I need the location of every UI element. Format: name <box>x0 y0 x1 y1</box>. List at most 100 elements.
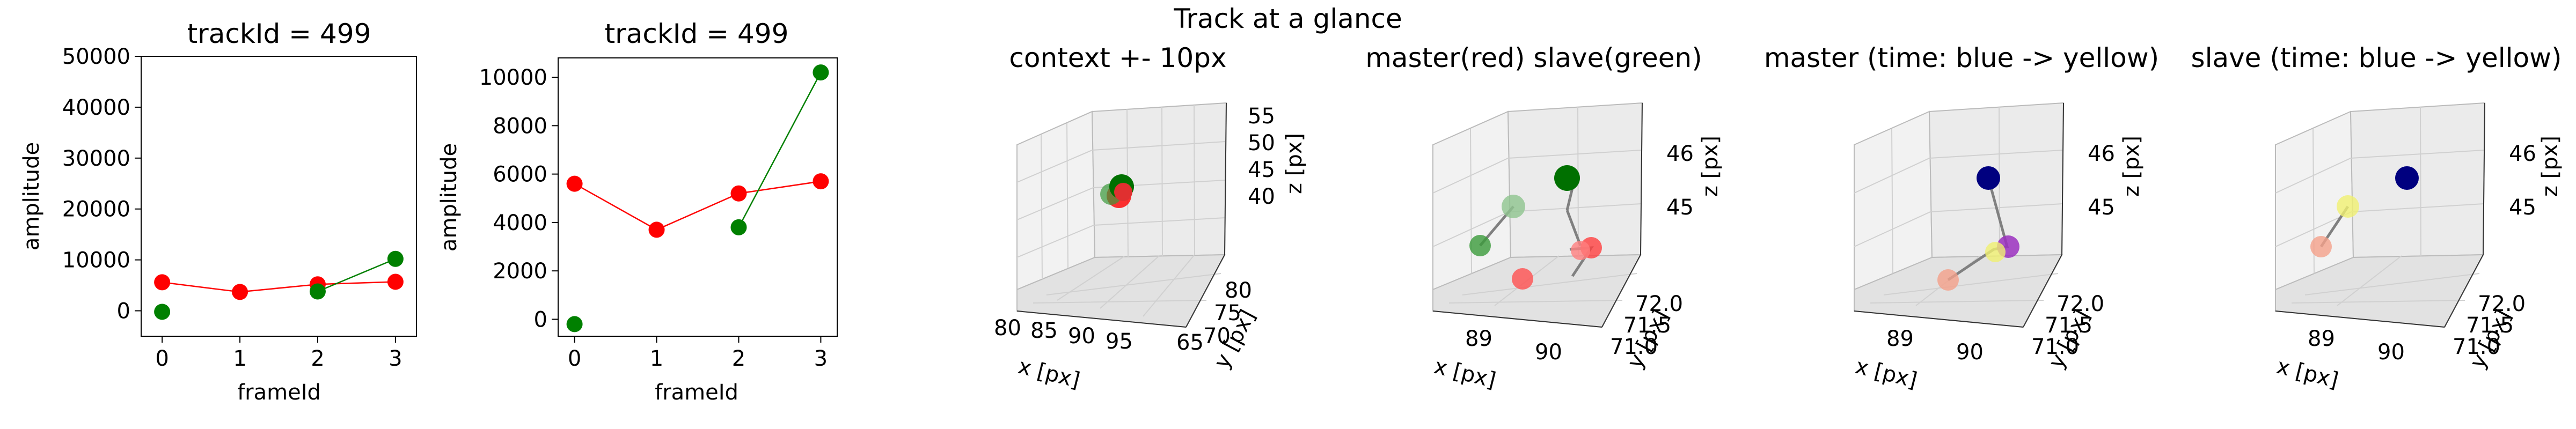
x-tick-label: 90 <box>2377 340 2405 365</box>
x-tick-label: 3 <box>389 346 402 371</box>
track-point <box>2395 166 2419 190</box>
x-tick-label: 0 <box>568 346 581 371</box>
chart-title: context +- 10px <box>1009 42 1226 73</box>
x-tick-label: 1 <box>650 346 663 371</box>
y-tick-label: 71.5 <box>2045 313 2092 338</box>
data-point <box>813 64 829 81</box>
track-point <box>1502 195 1525 218</box>
z-axis-label: z [px] <box>1698 136 1723 197</box>
x-axis-line <box>1432 310 1602 328</box>
x-axis-label: frameId <box>655 380 738 405</box>
y-axis-line <box>1601 254 1641 328</box>
y-tick-label: 0 <box>117 299 130 324</box>
y-tick-label: 10000 <box>62 248 130 273</box>
track-point <box>1554 165 1580 191</box>
z-tick-label: 45 <box>1248 158 1275 182</box>
master-slave-3d-chart: master(red) slave(green) 46 45 <box>1365 42 1723 393</box>
y-tick-label: 0 <box>534 307 547 332</box>
y-tick-label: 30000 <box>62 146 130 171</box>
z-tick-label: 45 <box>2088 195 2115 220</box>
chart-title: master(red) slave(green) <box>1365 42 1702 73</box>
x-tick-label: 89 <box>1886 327 1914 351</box>
z-axis-line <box>1224 102 1227 255</box>
plot-frame <box>558 57 838 337</box>
data-point <box>309 283 326 300</box>
x-tick-label: 2 <box>311 346 324 371</box>
plot-frame <box>141 56 417 337</box>
y-tick-label: 4000 <box>493 211 547 235</box>
x-tick-label: 89 <box>1465 327 1492 351</box>
z-tick-label: 40 <box>1248 184 1275 209</box>
y-tick-label: 71.5 <box>1623 313 1671 338</box>
series-line <box>574 180 821 231</box>
track-point <box>2310 236 2332 257</box>
z-tick-label: 46 <box>2509 142 2536 166</box>
z-axis-label: z [px] <box>1282 133 1307 194</box>
y-axis-label: amplitude <box>437 143 462 252</box>
data-point <box>387 250 404 267</box>
track-point <box>1114 183 1132 201</box>
z-tick-label: 55 <box>1248 104 1275 129</box>
y-axis-line <box>2023 254 2062 328</box>
chart-title: trackId = 499 <box>605 18 789 49</box>
x-tick-label: 95 <box>1106 329 1133 354</box>
figure-suptitle: Track at a glance <box>1173 3 1402 34</box>
y-tick-label: 6000 <box>493 162 547 187</box>
z-axis-label: z [px] <box>2538 136 2563 197</box>
track-point <box>1977 166 2000 190</box>
x-axis-label: x [px] <box>1432 354 1498 393</box>
y-axis-line <box>2444 254 2484 328</box>
y-tick-label: 72.0 <box>2057 292 2104 316</box>
y-tick-label: 72.0 <box>1635 292 1683 316</box>
data-point <box>154 304 171 320</box>
data-point <box>813 173 829 190</box>
x-axis-label: x [px] <box>1853 354 1920 393</box>
z-axis-line <box>1640 102 1643 255</box>
z-axis-label: z [px] <box>2119 136 2144 197</box>
y-tick-label: 71.0 <box>2031 335 2079 359</box>
z-tick-label: 45 <box>1666 195 1694 220</box>
y-tick-label: 50000 <box>62 45 130 69</box>
y-tick-label: 40000 <box>62 95 130 120</box>
y-tick-label: 10000 <box>479 65 547 90</box>
y-tick-label: 71.0 <box>1610 335 1658 359</box>
x-tick-label: 90 <box>1956 340 1984 365</box>
y-tick-label: 72.0 <box>2478 292 2526 316</box>
x-tick-label: 0 <box>155 346 169 371</box>
y-axis-label: amplitude <box>19 142 44 250</box>
data-point <box>566 316 583 332</box>
z-tick-label: 46 <box>2088 142 2115 166</box>
track-point <box>1512 268 1533 290</box>
x-tick-label: 90 <box>1535 340 1562 365</box>
data-point <box>648 221 665 238</box>
data-point <box>387 273 404 290</box>
x-axis-line <box>1016 310 1187 328</box>
chart-title: trackId = 499 <box>187 18 371 49</box>
y-axis-line <box>1185 254 1225 328</box>
y-tick-label: 71.0 <box>2453 335 2500 359</box>
y-tick-label: 8000 <box>493 114 547 138</box>
z-tick-label: 45 <box>2509 195 2536 220</box>
x-tick-label: 85 <box>1030 319 1058 343</box>
y-tick-label: 71.5 <box>2466 313 2514 338</box>
gridlines <box>1854 107 2063 306</box>
x-tick-label: 3 <box>814 346 828 371</box>
y-tick-label: 75 <box>1214 301 1241 326</box>
series-line <box>317 258 396 292</box>
chart-title: slave (time: blue -> yellow) <box>2191 42 2562 73</box>
x-axis-label: x [px] <box>2274 354 2341 393</box>
data-point <box>566 175 583 192</box>
amplitude-chart-1: trackId = 499 0 1 2 3 0 10000 20000 30000 40000 5… <box>19 18 417 405</box>
series-line <box>738 72 822 228</box>
x-tick-label: 2 <box>732 346 745 371</box>
data-point <box>154 274 171 291</box>
x-tick-label: 1 <box>233 346 246 371</box>
x-axis-label: frameId <box>237 380 321 405</box>
x-tick-label: 90 <box>1068 324 1095 349</box>
y-tick-label: 2000 <box>493 259 547 284</box>
chart-title: master (time: blue -> yellow) <box>1764 42 2159 73</box>
data-point <box>730 185 747 202</box>
master-time-3d-chart: master (time: blue -> yellow) 46 45 z [p… <box>1764 42 2159 393</box>
y-tick-label: 70 <box>1203 324 1231 349</box>
x-axis-label: x [px] <box>1016 354 1082 393</box>
